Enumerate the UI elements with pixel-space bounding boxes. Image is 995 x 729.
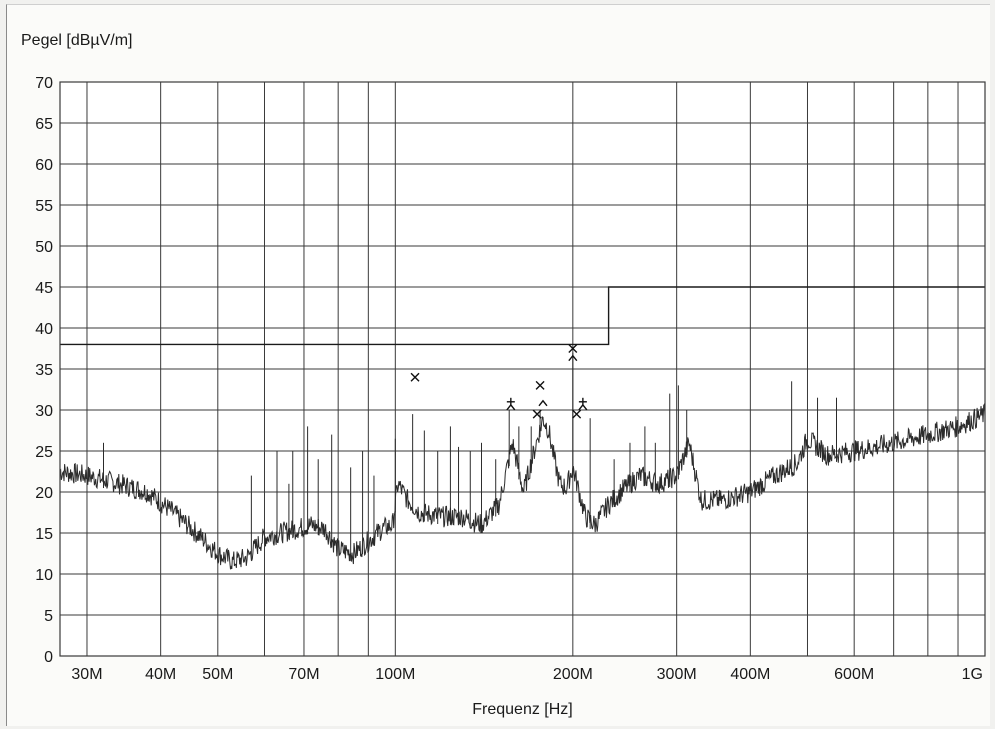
x-tick-labels: 30M 40M 50M 70M 100M 200M 300M 400M 600M 1G [71,666,983,683]
y-tick-labels: 0 5 10 15 20 25 30 35 40 45 50 55 60 65 70 [35,75,53,666]
y-axis-title: Pegel [dBµV/m] [21,32,133,49]
y-tick-label: 60 [35,157,53,174]
limit-line [60,286,985,346]
chart-frame: 0 5 10 15 20 25 30 35 40 45 50 55 60 65 70 30M 40M 50M 70… [6,4,990,726]
marker-stroke [506,403,516,411]
peak-marker [532,409,542,419]
marker-stroke [568,344,578,353]
x-tick-label: 30M [71,666,102,683]
y-tick-label: 70 [35,75,53,92]
x-tick-label: 100M [375,666,415,683]
marker-stroke [532,409,542,419]
y-tick-label: 35 [35,362,53,379]
x-tick-label: 70M [288,666,319,683]
y-tick-label: 10 [35,567,53,584]
peak-markers [410,344,588,419]
peak-marker [506,403,516,411]
y-tick-label: 0 [44,649,53,666]
plot-border [59,81,986,657]
y-tick-label: 20 [35,485,53,502]
x-tick-label: 300M [657,666,697,683]
marker-stroke [572,409,582,419]
y-tick-label: 30 [35,403,53,420]
x-tick-label: 40M [145,666,176,683]
y-tick-label: 50 [35,239,53,256]
marker-stroke [538,399,548,407]
x-tick-label: 200M [553,666,593,683]
marker-stroke [578,403,588,411]
y-tick-label: 55 [35,198,53,215]
emission-chart: 0 5 10 15 20 25 30 35 40 45 50 55 60 65 70 30M 40M 50M 70… [21,32,986,718]
x-axis-title: Frequenz [Hz] [472,701,572,718]
marker-stroke [568,354,578,362]
marker-stroke [410,372,420,382]
peak-marker [410,372,420,382]
y-tick-label: 25 [35,444,53,461]
peak-marker [568,354,578,362]
peak-marker [535,380,545,390]
y-tick-label: 65 [35,116,53,133]
y-tick-label: 15 [35,526,53,543]
spectrum-line [59,402,986,570]
x-tick-label: 400M [730,666,770,683]
y-tick-label: 40 [35,321,53,338]
peak-marker [578,403,588,411]
x-tick-label: 50M [202,666,233,683]
peak-marker [572,409,582,419]
y-tick-label: 5 [44,608,53,625]
x-tick-label: 600M [834,666,874,683]
y-tick-label: 45 [35,280,53,297]
x-tick-label: 1G [962,666,983,683]
spectrum-spikes [103,352,838,561]
peak-marker [538,399,548,407]
marker-stroke [535,380,545,390]
peak-marker [568,344,578,353]
